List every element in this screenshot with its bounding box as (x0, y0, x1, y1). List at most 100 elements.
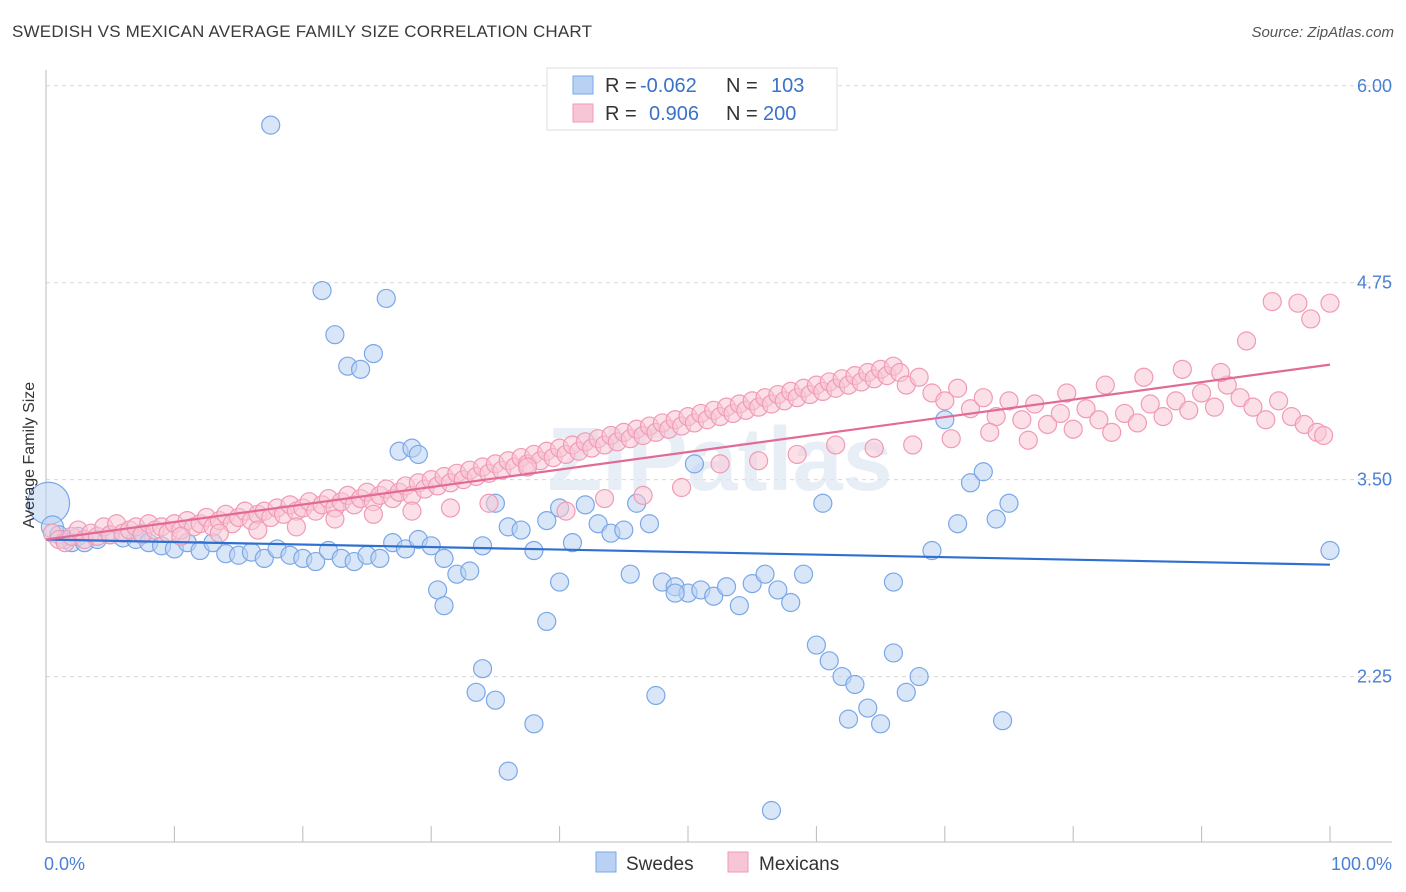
data-point (793, 564, 814, 584)
data-point (1063, 419, 1083, 439)
data-point (1076, 399, 1096, 419)
data-point (960, 473, 981, 493)
data-point (1114, 403, 1135, 424)
data-point (749, 451, 769, 471)
data-point (248, 520, 268, 540)
data-point (684, 454, 705, 474)
data-point (903, 435, 923, 455)
data-point (787, 444, 807, 465)
data-point (716, 577, 737, 597)
data-point (870, 714, 891, 734)
data-point (1313, 425, 1334, 446)
data-point (646, 685, 666, 706)
data-point (350, 359, 371, 379)
data-point (639, 514, 660, 534)
y-tick-label: 6.00 (1357, 76, 1392, 96)
data-point (1288, 293, 1308, 313)
data-point (1037, 414, 1058, 435)
data-point (556, 501, 576, 521)
data-point (710, 454, 730, 474)
data-point (537, 611, 557, 632)
data-point (813, 493, 833, 513)
legend-n-mexicans: 200 (763, 103, 796, 125)
data-point (948, 378, 968, 398)
data-point (1050, 403, 1070, 424)
data-point (479, 493, 499, 513)
trend-line (45, 538, 1331, 566)
data-point (992, 711, 1013, 731)
data-point (986, 509, 1006, 529)
data-point (1269, 391, 1289, 411)
data-point (498, 761, 518, 781)
data-point (209, 523, 229, 543)
legend-n-label-swedes: N = (726, 75, 758, 97)
data-point (671, 477, 692, 498)
data-point (363, 343, 384, 364)
data-point (549, 572, 570, 592)
legend-r-label-mexicans: R = (605, 103, 637, 125)
data-point (845, 674, 865, 695)
data-point (312, 280, 332, 301)
data-point (1301, 309, 1321, 329)
data-point (434, 596, 454, 616)
data-point (1179, 400, 1199, 420)
data-point (781, 592, 801, 613)
data-point (999, 493, 1019, 513)
y-axis-label: Average Family Size (21, 382, 38, 529)
stats-legend: R = -0.062 N = 103 R = 0.906 N = 200 (546, 67, 838, 131)
data-point (1230, 388, 1250, 408)
series-legend: Swedes Mexicans (595, 851, 839, 875)
data-point (980, 422, 1000, 442)
data-point (806, 635, 827, 655)
data-point (1243, 397, 1263, 417)
data-point (973, 462, 993, 482)
data-point (935, 410, 955, 430)
data-point (1236, 331, 1257, 351)
data-point (511, 520, 531, 540)
data-point (562, 533, 583, 553)
legend-r-swedes: -0.062 (640, 75, 697, 97)
data-point (935, 391, 955, 411)
trend-lines (45, 363, 1331, 566)
data-point (883, 572, 904, 592)
legend-swatch-swedes (572, 75, 594, 95)
bottom-legend-mexicans: Mexicans (759, 854, 839, 875)
data-point (588, 514, 608, 534)
y-tick-label: 3.50 (1357, 470, 1392, 490)
data-point (1172, 359, 1192, 379)
data-point (768, 580, 788, 600)
axes (45, 70, 1392, 843)
data-point (922, 540, 942, 561)
data-point (1127, 413, 1148, 433)
data-point (402, 501, 422, 521)
data-point (575, 495, 595, 515)
data-point (306, 551, 326, 572)
data-point (517, 457, 538, 477)
bottom-legend-swedes: Swedes (626, 854, 694, 875)
data-point (466, 682, 486, 702)
data-point (286, 517, 306, 537)
y-tick-labels: 2.25 3.50 4.75 6.00 (1357, 76, 1392, 687)
data-point (1191, 383, 1212, 403)
data-point (620, 564, 640, 584)
data-point (761, 800, 782, 821)
data-point (755, 564, 775, 584)
data-point (1057, 383, 1077, 403)
data-point (1018, 430, 1038, 450)
data-point (704, 586, 724, 606)
x-tick-label: 100.0% (1331, 854, 1392, 874)
data-point (742, 574, 762, 594)
data-point (261, 115, 281, 135)
data-point (376, 288, 396, 309)
legend-r-mexicans: 0.906 (649, 103, 699, 125)
bottom-legend-swatch-swedes (595, 851, 617, 873)
chart-title: SWEDISH VS MEXICAN AVERAGE FAMILY SIZE C… (12, 22, 593, 41)
data-point (1166, 391, 1186, 411)
data-point (838, 709, 859, 729)
data-point (472, 536, 493, 556)
data-point (909, 367, 929, 387)
data-point (896, 682, 916, 702)
y-tick-label: 2.25 (1357, 667, 1392, 687)
legend-n-swedes: 103 (771, 75, 804, 97)
